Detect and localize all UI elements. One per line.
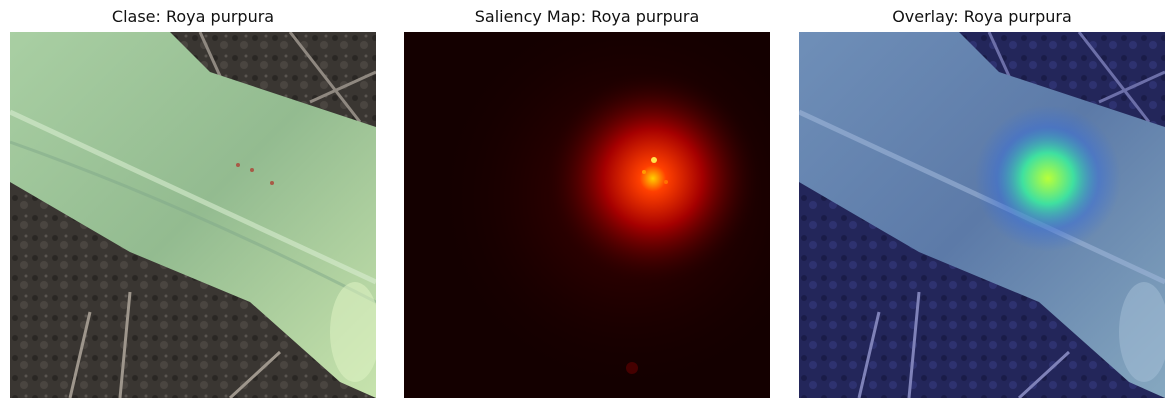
panel-overlay: Overlay: Roya purpura	[799, 0, 1165, 407]
panel-title: Clase: Roya purpura	[10, 7, 376, 26]
leaf-photo-svg	[10, 32, 376, 398]
overlay-image	[799, 32, 1165, 398]
original-leaf-image	[10, 32, 376, 398]
panel-saliency: Saliency Map: Roya purpura	[404, 0, 770, 407]
panel-title: Overlay: Roya purpura	[799, 7, 1165, 26]
panel-title: Saliency Map: Roya purpura	[404, 7, 770, 26]
panel-original: Clase: Roya purpura	[10, 0, 376, 407]
saliency-svg	[404, 32, 770, 398]
overlay-svg	[799, 32, 1165, 398]
saliency-map-image	[404, 32, 770, 398]
